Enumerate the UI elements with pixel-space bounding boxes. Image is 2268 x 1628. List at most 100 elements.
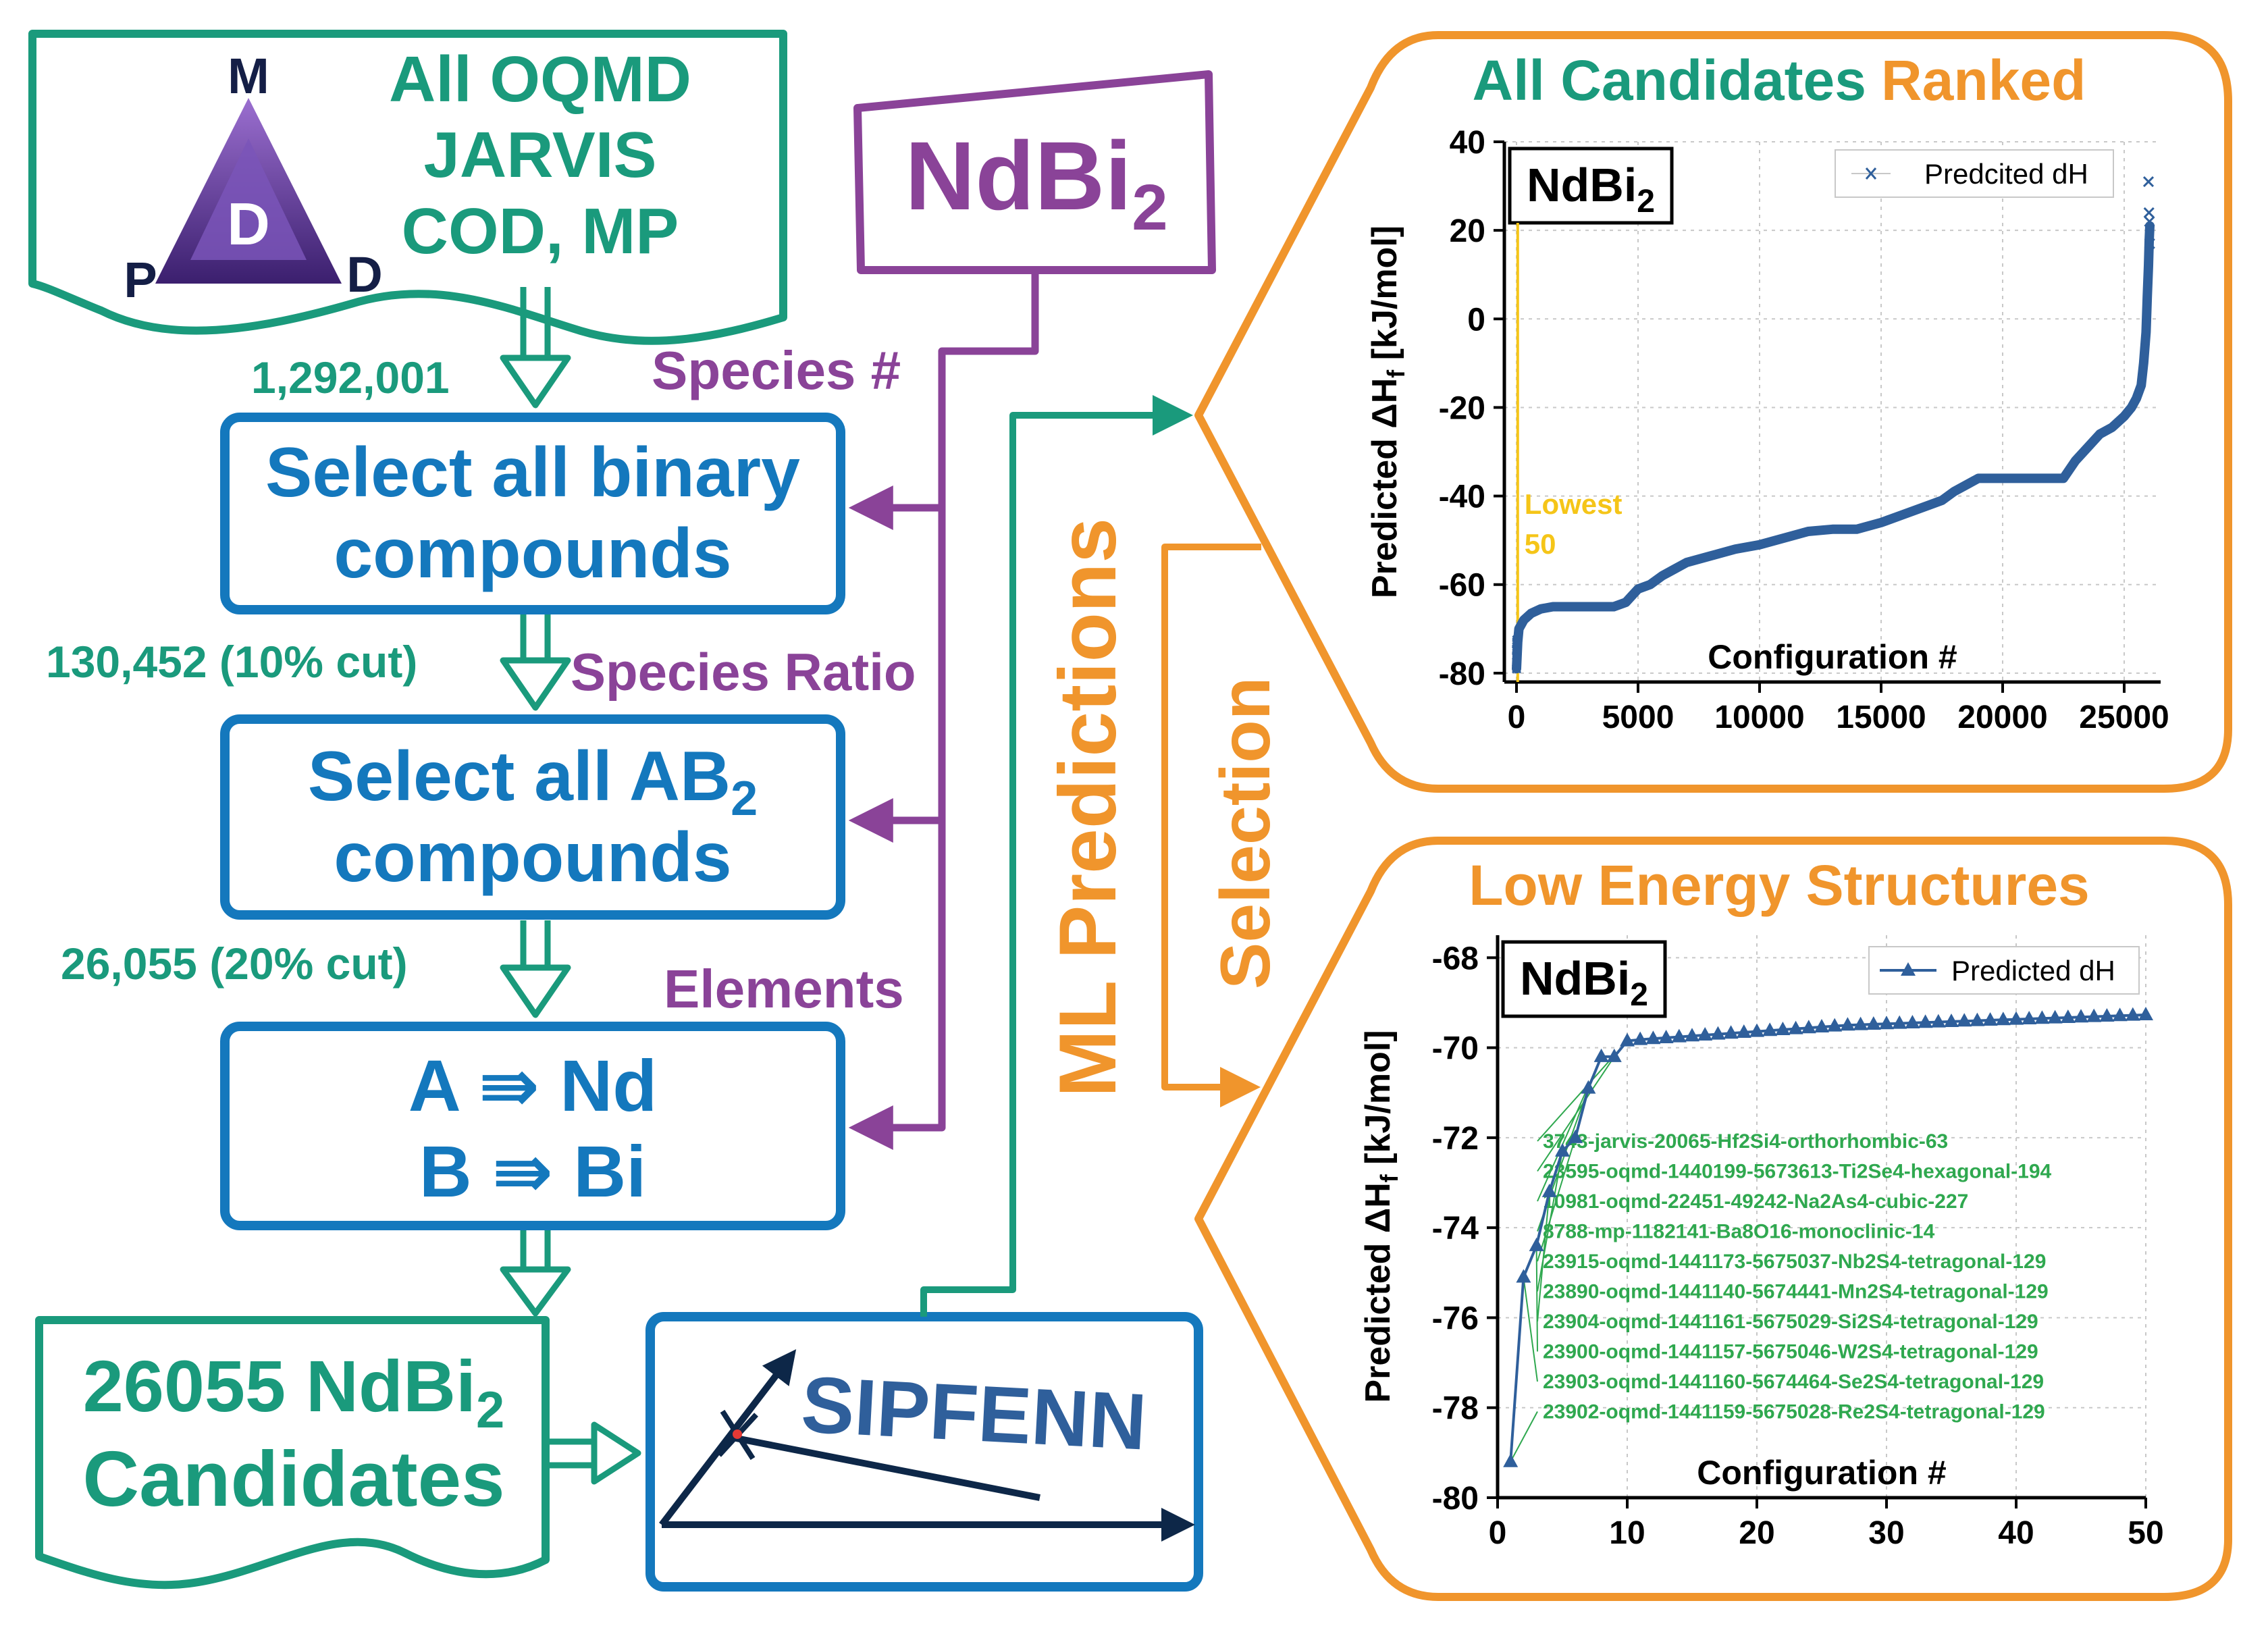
structure-leader-line — [1523, 1277, 1538, 1382]
structure-leader-line — [1537, 1151, 1563, 1292]
data-point-marker — [1866, 1016, 1881, 1030]
x-tick-label: 10 — [1609, 1515, 1645, 1551]
x-tick-label: 0 — [1508, 700, 1526, 735]
data-point-marker — [1581, 1080, 1596, 1094]
data-point-marker — [1620, 1032, 1635, 1047]
x-tick-label: 25000 — [2079, 700, 2169, 735]
source-line-1: All OQMD — [389, 43, 691, 115]
data-point-marker — [1879, 1016, 1894, 1030]
logo-letter-right: D — [346, 246, 382, 303]
hollow-arrow-2 — [500, 613, 571, 711]
data-point-marker — [1918, 1014, 1933, 1028]
data-point-marker — [2125, 1007, 2140, 1021]
data-point-marker — [2143, 207, 2155, 218]
data-point-marker — [2074, 1009, 2088, 1023]
y-tick-label: -70 — [1432, 1031, 1479, 1067]
data-point-marker — [1511, 664, 1522, 674]
mpdd-logo: M D P D — [124, 48, 382, 308]
x-tick-label: 20000 — [1957, 700, 2047, 735]
data-point-marker — [1606, 1048, 1622, 1062]
y-tick-label: -80 — [1432, 1481, 1479, 1517]
data-point-marker — [1516, 1269, 1531, 1283]
data-point-marker — [1892, 1015, 1907, 1029]
y-tick-label: -80 — [1439, 656, 1485, 692]
data-point-marker — [1512, 635, 1522, 645]
y-tick-label: 40 — [1450, 125, 1485, 161]
y-tick-label: -20 — [1439, 390, 1485, 426]
data-point-marker — [1541, 1183, 1557, 1197]
logo-letter-left: P — [124, 252, 157, 308]
step-ab2-line-2: compounds — [334, 818, 731, 897]
step-ab2-line-1: Select all AB2 — [308, 737, 758, 826]
data-point-marker — [1957, 1013, 1972, 1027]
step-elements-line-2: B ⇛ Bi — [419, 1130, 647, 1212]
legend-label: Predcited dH — [1924, 158, 2088, 190]
data-point-marker — [1645, 1030, 1661, 1045]
y-tick-label: -78 — [1432, 1391, 1479, 1427]
data-point-marker — [2047, 1009, 2063, 1024]
data-point-marker — [2034, 1010, 2050, 1024]
data-point-marker — [1944, 1013, 1959, 1027]
data-point-marker — [2009, 1011, 2024, 1025]
filter-connector — [848, 270, 1039, 1150]
data-point-marker — [1568, 1129, 1583, 1143]
data-point-marker — [1710, 1026, 1726, 1040]
data-point-marker — [1555, 1143, 1570, 1157]
x-tick-label: 30 — [1868, 1515, 1904, 1551]
step-binary-line-2: compounds — [334, 515, 731, 593]
formula-label-box — [1501, 940, 1667, 1018]
sipfenn-label: SIPFENN — [799, 1360, 1149, 1467]
source-line-2: JARVIS — [423, 119, 656, 191]
formula-label-box — [1508, 147, 1674, 225]
data-point-marker — [1788, 1020, 1803, 1034]
x-tick-label: 50 — [2128, 1515, 2163, 1551]
step-binary-line-1: Select all binary — [265, 434, 800, 512]
y-tick-label: 0 — [1467, 302, 1485, 338]
data-point-marker — [1970, 1012, 1985, 1026]
data-point-marker — [2138, 1006, 2153, 1020]
structure-label: 23903-oqmd-1441160-5674464-Se2S4-tetrago… — [1543, 1371, 2044, 1393]
y-tick-label: -68 — [1432, 941, 1479, 976]
structure-label: 23904-oqmd-1441161-5675029-Si2S4-tetrago… — [1543, 1311, 2038, 1333]
data-point-marker — [2144, 238, 2155, 249]
x-axis-label: Configuration # — [1708, 638, 1957, 676]
candidates-box: 26055 NdBi2 Candidates — [35, 1316, 550, 1590]
sipfenn-point — [733, 1429, 742, 1439]
hollow-arrow-1 — [500, 287, 571, 409]
selection-connector — [1161, 544, 1261, 1107]
y-tick-label: -40 — [1439, 479, 1485, 515]
data-point-marker — [2060, 1009, 2076, 1023]
formula-label: NdBi2 — [1520, 952, 1648, 1013]
data-point-marker — [1930, 1014, 1946, 1028]
logo-letter-top: M — [228, 48, 269, 104]
y-tick-label: -74 — [1432, 1211, 1479, 1246]
sipfenn-vector — [729, 1434, 1040, 1501]
source-database-box: M D P D All OQMD JARVIS COD, MP — [28, 30, 787, 345]
legend-marker — [1901, 962, 1916, 976]
data-point-marker — [1529, 1237, 1544, 1251]
source-line-3: COD, MP — [402, 195, 679, 267]
ml-predictions-label: ML Predictions — [1043, 518, 1133, 1097]
filter-species-count: Species # — [652, 340, 901, 400]
structure-label: 23900-oqmd-1441157-5675046-W2S4-tetragon… — [1543, 1341, 2038, 1363]
logo-letter-center: D — [227, 190, 270, 257]
data-point-marker — [1801, 1020, 1816, 1034]
data-point-marker — [1827, 1018, 1843, 1032]
structure-leader-line — [1537, 1137, 1577, 1262]
structure-label: 8788-mp-1182141-Ba8O16-monoclinic-14 — [1543, 1221, 1935, 1243]
structure-label: 23915-oqmd-1441173-5675037-Nb2S4-tetrago… — [1543, 1251, 2046, 1273]
structure-label: 10981-oqmd-22451-49242-Na2As4-cubic-227 — [1543, 1190, 1968, 1213]
data-point-marker — [1671, 1028, 1687, 1043]
x-tick-label: 5000 — [1602, 700, 1674, 735]
data-point-marker — [1814, 1018, 1829, 1032]
structure-label: 23890-oqmd-1441140-5674441-Mn2S4-tetrago… — [1543, 1281, 2049, 1303]
filter-species-ratio: Species Ratio — [571, 642, 916, 702]
data-point-marker — [2099, 1007, 2115, 1022]
step-elements-box: A ⇛ Nd B ⇛ Bi — [220, 1022, 845, 1230]
y-axis-label: Predicted ΔHf [kJ/mol] — [1365, 226, 1410, 598]
data-point-marker — [1723, 1025, 1739, 1039]
hollow-arrow-4 — [500, 1230, 571, 1317]
input-formula: NdBi2 — [905, 122, 1167, 244]
data-point-marker — [2112, 1007, 2128, 1022]
hollow-arrow-3 — [500, 920, 571, 1018]
